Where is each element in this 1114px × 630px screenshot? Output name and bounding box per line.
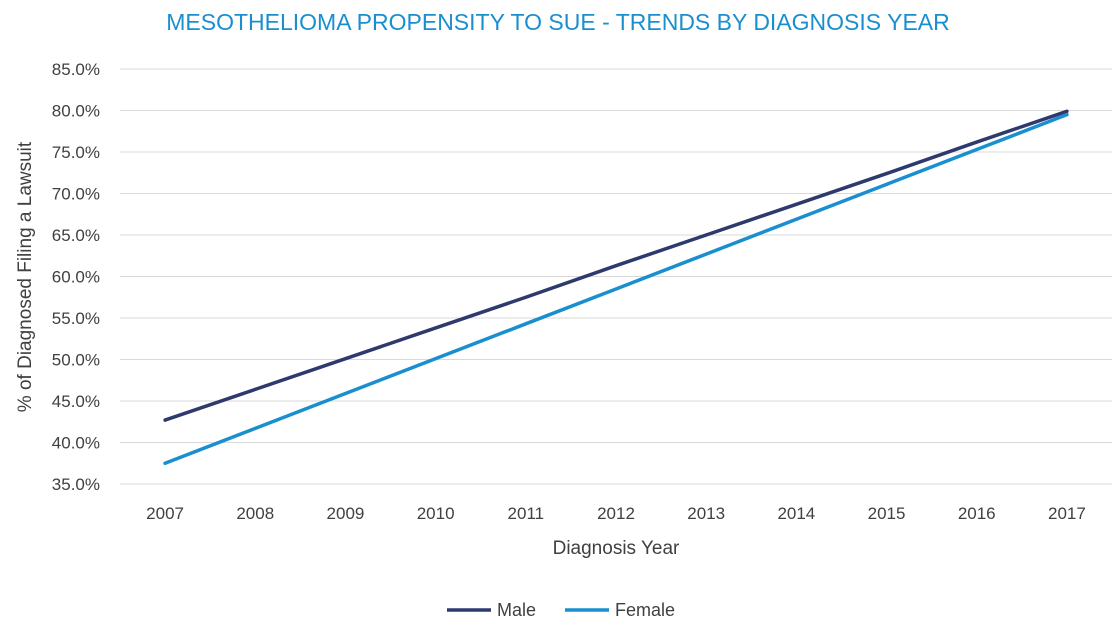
- x-tick-label: 2014: [777, 504, 815, 523]
- x-tick-label: 2015: [868, 504, 906, 523]
- legend-label-female: Female: [615, 600, 675, 620]
- data-point-female: [343, 391, 348, 396]
- data-point-female: [975, 147, 979, 152]
- x-tick-label: 2008: [236, 504, 274, 523]
- data-point-female: [253, 426, 257, 430]
- y-tick-label: 65.0%: [52, 226, 100, 245]
- y-axis-title: % of Diagnosed Filing a Lawsuit: [15, 141, 36, 412]
- y-axis-ticks: 35.0% 40.0% 45.0% 50.0% 55.0% 60.0% 65.0% 70.0%…: [52, 60, 100, 494]
- y-tick-label: 70.0%: [52, 185, 100, 204]
- chart-title: MESOTHELIOMA PROPENSITY TO SUE - TRENDS …: [166, 9, 949, 35]
- series-lines: [163, 109, 1069, 465]
- x-axis-title: Diagnosis Year: [553, 538, 680, 559]
- legend: Male Female: [447, 600, 675, 620]
- data-point-female: [524, 322, 528, 326]
- data-point-female: [794, 217, 798, 221]
- data-point-male: [884, 171, 889, 176]
- y-tick-label: 80.0%: [52, 102, 100, 121]
- data-point-male: [253, 387, 257, 391]
- data-point-male: [163, 418, 167, 422]
- x-tick-label: 2017: [1048, 504, 1086, 523]
- data-point-male: [794, 202, 798, 206]
- y-tick-label: 40.0%: [52, 434, 100, 453]
- data-point-male: [1065, 109, 1069, 113]
- x-axis-ticks: 2007 2008 2009 2010 2011 2012 2013 2014 2015 2016…: [146, 504, 1086, 523]
- data-point-female: [704, 252, 708, 256]
- gridlines: [120, 68, 1112, 485]
- x-tick-label: 2011: [508, 504, 545, 523]
- data-point-male: [704, 233, 708, 237]
- data-point-female: [434, 357, 438, 361]
- data-point-male: [434, 326, 438, 330]
- legend-label-male: Male: [497, 600, 536, 620]
- x-tick-label: 2016: [958, 504, 996, 523]
- data-point-male: [343, 357, 348, 361]
- y-tick-label: 50.0%: [52, 351, 100, 370]
- data-point-male: [975, 140, 979, 144]
- y-tick-label: 45.0%: [52, 392, 100, 411]
- y-tick-label: 75.0%: [52, 143, 100, 162]
- y-tick-label: 60.0%: [52, 268, 100, 287]
- y-tick-label: 85.0%: [52, 60, 100, 79]
- data-point-female: [884, 182, 889, 186]
- x-tick-label: 2007: [146, 504, 184, 523]
- y-tick-label: 35.0%: [52, 475, 100, 494]
- x-tick-label: 2012: [597, 504, 635, 523]
- x-tick-label: 2009: [327, 504, 365, 523]
- y-tick-label: 55.0%: [52, 309, 100, 328]
- x-tick-label: 2013: [687, 504, 725, 523]
- data-point-female: [614, 287, 618, 291]
- data-point-male: [524, 295, 528, 299]
- x-tick-label: 2010: [417, 504, 455, 523]
- data-point-male: [614, 264, 618, 268]
- data-point-female: [163, 461, 167, 465]
- data-point-female: [1065, 113, 1069, 117]
